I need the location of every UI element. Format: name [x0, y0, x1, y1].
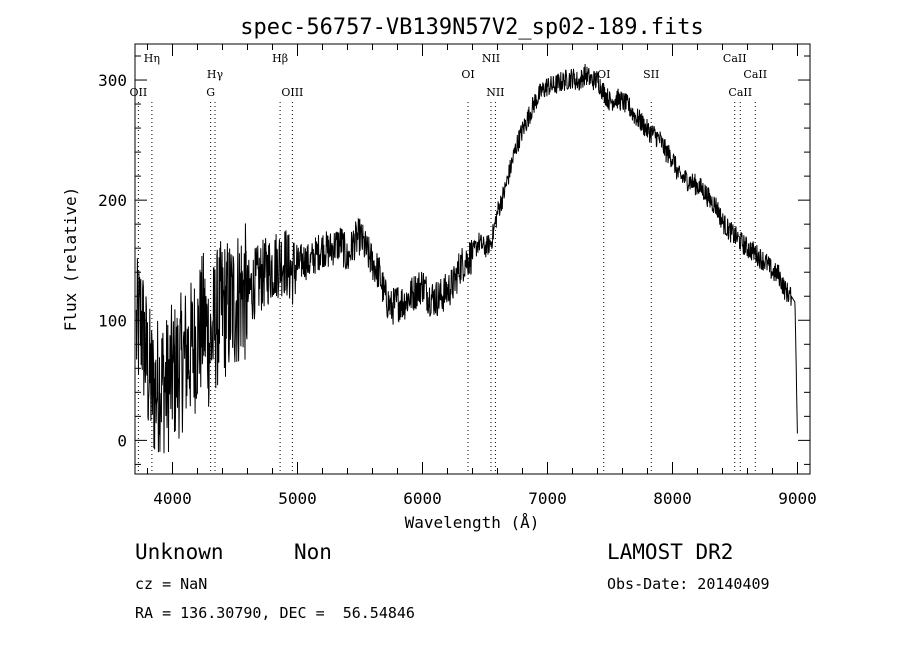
- axis-ticks: 4000 5000 6000 7000 8000 9000 0 100 200 300: [98, 44, 817, 508]
- spectrum-chart: spec-56757-VB139N57V2_sp02-189.fits Hη OI…: [61, 15, 817, 532]
- spectrum-line: [135, 63, 798, 454]
- y-axis-title: Flux (relative): [61, 187, 80, 332]
- emission-line-label: OI: [461, 68, 474, 81]
- x-tick-label: 4000: [153, 489, 192, 508]
- x-tick-label: 7000: [528, 489, 567, 508]
- y-tick-label: 300: [98, 71, 127, 90]
- emission-line-label: CaII: [723, 52, 747, 65]
- emission-line-label: OI: [597, 68, 610, 81]
- chart-title: spec-56757-VB139N57V2_sp02-189.fits: [240, 15, 704, 40]
- x-tick-label: 5000: [278, 489, 317, 508]
- emission-line-label: Hβ: [272, 52, 288, 65]
- emission-line-label: Hη: [144, 52, 160, 65]
- observation-date: Obs-Date: 20140409: [607, 575, 770, 593]
- emission-line-label: NII: [486, 86, 504, 99]
- object-subclass: Non: [294, 540, 332, 564]
- object-class: Unknown: [135, 540, 224, 564]
- x-tick-label: 9000: [778, 489, 817, 508]
- emission-line-label: NII: [482, 52, 500, 65]
- emission-line-label: Hγ: [207, 68, 224, 81]
- x-tick-label: 8000: [653, 489, 692, 508]
- emission-line-label: CaII: [728, 86, 752, 99]
- emission-line-label: G: [206, 86, 215, 99]
- survey-name: LAMOST DR2: [607, 540, 734, 564]
- emission-line-label: SII: [643, 68, 659, 81]
- x-axis-title: Wavelength (Å): [405, 513, 540, 532]
- y-tick-label: 0: [117, 431, 127, 450]
- emission-line-markers: Hη OII Hγ G Hβ OIII OI NII NII OI SII CaII CaII CaII: [130, 52, 767, 474]
- emission-line-label: CaII: [743, 68, 767, 81]
- y-tick-label: 200: [98, 191, 127, 210]
- x-tick-label: 6000: [403, 489, 442, 508]
- emission-line-label: OII: [130, 86, 148, 99]
- redshift-value: cz = NaN: [135, 575, 208, 593]
- y-tick-label: 100: [98, 311, 127, 330]
- sky-coordinates: RA = 136.30790, DEC = 56.54846: [135, 604, 415, 622]
- emission-line-label: OIII: [281, 86, 303, 99]
